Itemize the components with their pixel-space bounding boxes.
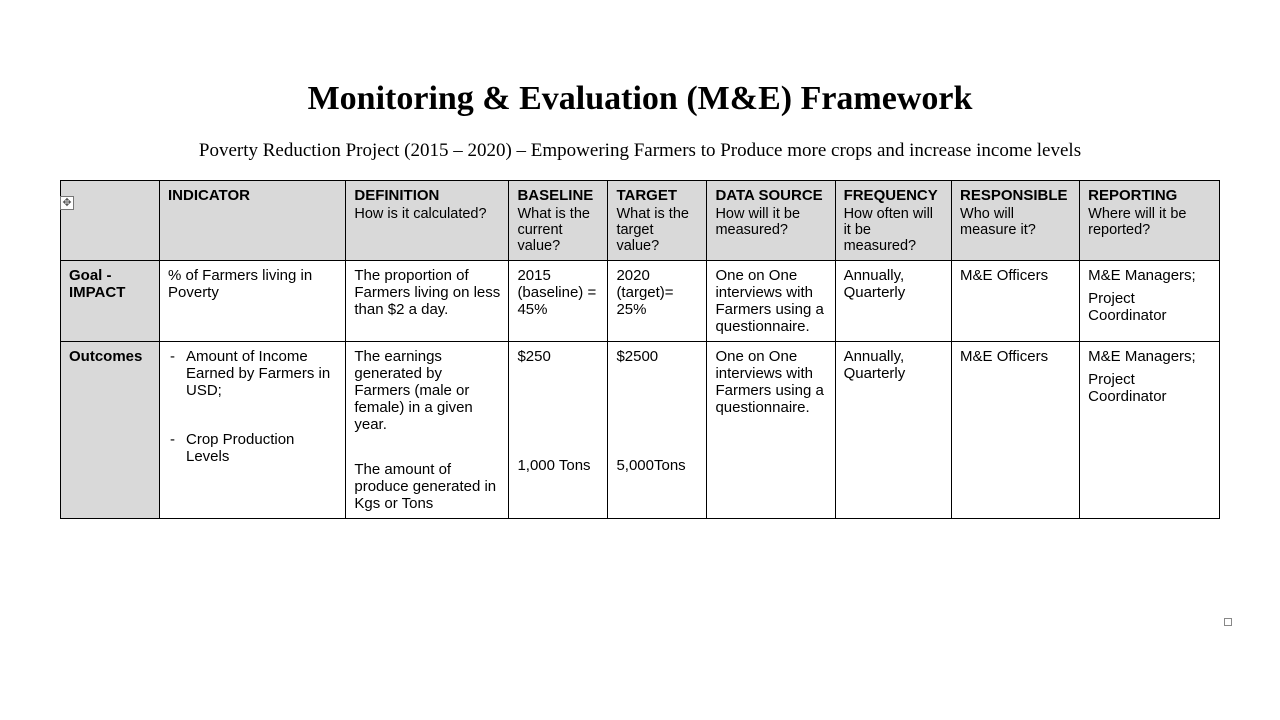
col-subtitle: What is the current value? [517, 206, 599, 254]
col-title: INDICATOR [168, 187, 337, 204]
col-subtitle: How often will it be measured? [844, 206, 943, 254]
reporting-line: M&E Managers; [1088, 348, 1211, 365]
cell-reporting: M&E Managers; Project Coordinator [1080, 342, 1220, 519]
baseline-line: $250 [517, 348, 599, 365]
definition-line: The amount of produce generated in Kgs o… [354, 461, 500, 512]
table-row: Outcomes Amount of Income Earned by Farm… [61, 342, 1220, 519]
target-line: 5,000Tons [616, 457, 698, 474]
col-title: TARGET [616, 187, 698, 204]
col-title: REPORTING [1088, 187, 1211, 204]
col-header-datasource: DATA SOURCE How will it be measured? [707, 181, 835, 261]
cell-indicator: Amount of Income Earned by Farmers in US… [160, 342, 346, 519]
cell-reporting: M&E Managers; Project Coordinator [1080, 261, 1220, 342]
me-framework-table: INDICATOR DEFINITION How is it calculate… [60, 180, 1220, 519]
resize-marker-icon [1224, 618, 1232, 626]
cell-target: $2500 5,000Tons [608, 342, 707, 519]
cell-definition: The proportion of Farmers living on less… [346, 261, 509, 342]
cell-definition: The earnings generated by Farmers (male … [346, 342, 509, 519]
cell-target: 2020 (target)= 25% [608, 261, 707, 342]
cell-baseline: $250 1,000 Tons [509, 342, 608, 519]
cell-baseline: 2015 (baseline) = 45% [509, 261, 608, 342]
col-subtitle: What is the target value? [616, 206, 698, 254]
table-header-row: INDICATOR DEFINITION How is it calculate… [61, 181, 1220, 261]
cell-indicator: % of Farmers living in Poverty [160, 261, 346, 342]
document-page: Monitoring & Evaluation (M&E) Framework … [0, 0, 1280, 539]
cell-responsible: M&E Officers [952, 261, 1080, 342]
col-title: BASELINE [517, 187, 599, 204]
row-label: Goal - IMPACT [61, 261, 160, 342]
indicator-item: Amount of Income Earned by Farmers in US… [186, 348, 337, 399]
baseline-line: 1,000 Tons [517, 457, 599, 474]
col-header-responsible: RESPONSIBLE Who will measure it? [952, 181, 1080, 261]
col-subtitle: Who will measure it? [960, 206, 1071, 238]
cell-datasource: One on One interviews with Farmers using… [707, 261, 835, 342]
definition-line: The earnings generated by Farmers (male … [354, 348, 500, 433]
col-header-reporting: REPORTING Where will it be reported? [1080, 181, 1220, 261]
cell-responsible: M&E Officers [952, 342, 1080, 519]
col-subtitle: How is it calculated? [354, 206, 500, 222]
col-title: DATA SOURCE [715, 187, 826, 204]
col-header-category [61, 181, 160, 261]
col-title: FREQUENCY [844, 187, 943, 204]
col-title: RESPONSIBLE [960, 187, 1071, 204]
reporting-line: M&E Managers; [1088, 267, 1211, 284]
cell-frequency: Annually, Quarterly [835, 261, 951, 342]
cell-frequency: Annually, Quarterly [835, 342, 951, 519]
table-anchor-icon: ✥ [60, 196, 74, 210]
col-header-baseline: BASELINE What is the current value? [509, 181, 608, 261]
target-line: $2500 [616, 348, 698, 365]
col-header-frequency: FREQUENCY How often will it be measured? [835, 181, 951, 261]
table-row: Goal - IMPACT % of Farmers living in Pov… [61, 261, 1220, 342]
col-subtitle: How will it be measured? [715, 206, 826, 238]
row-label: Outcomes [61, 342, 160, 519]
reporting-line: Project Coordinator [1088, 290, 1211, 324]
col-header-definition: DEFINITION How is it calculated? [346, 181, 509, 261]
indicator-item: Crop Production Levels [186, 431, 337, 465]
col-header-target: TARGET What is the target value? [608, 181, 707, 261]
cell-datasource: One on One interviews with Farmers using… [707, 342, 835, 519]
col-header-indicator: INDICATOR [160, 181, 346, 261]
col-subtitle: Where will it be reported? [1088, 206, 1211, 238]
reporting-line: Project Coordinator [1088, 371, 1211, 405]
col-title: DEFINITION [354, 187, 500, 204]
page-title: Monitoring & Evaluation (M&E) Framework [60, 80, 1220, 118]
page-subtitle: Poverty Reduction Project (2015 – 2020) … [60, 140, 1220, 162]
